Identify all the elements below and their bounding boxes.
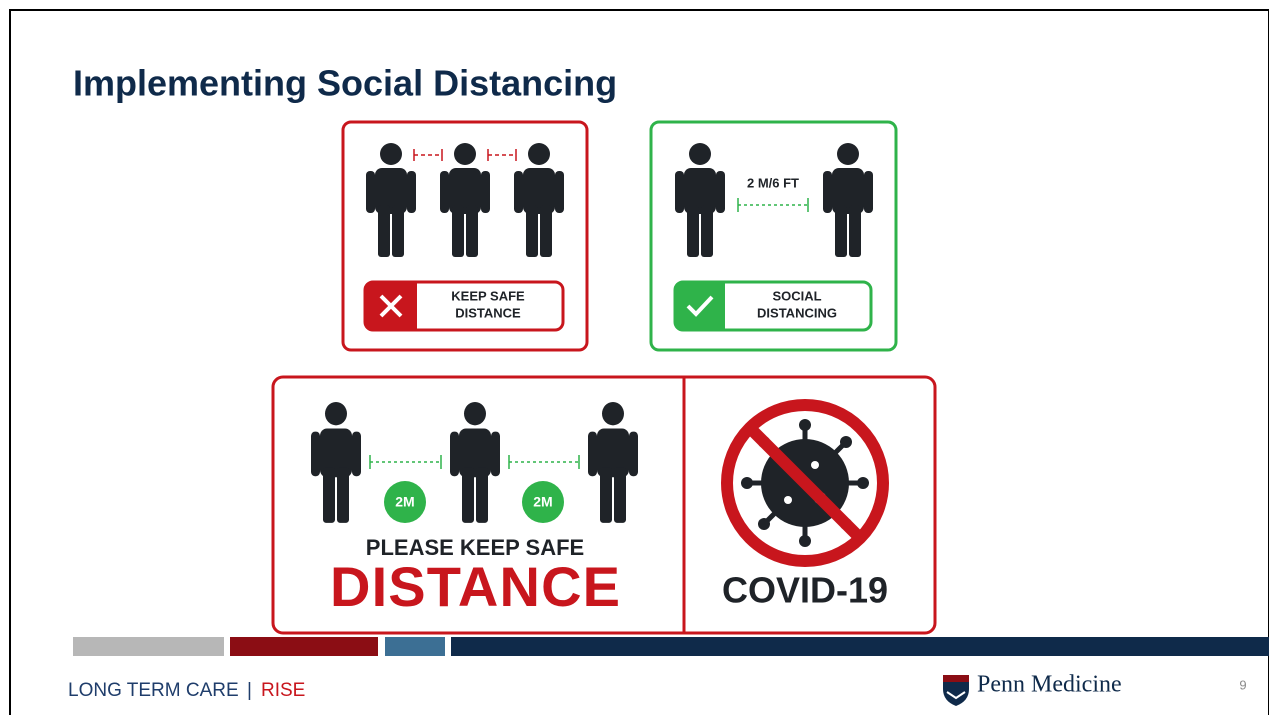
- footer-program: LONG TERM CARE: [68, 680, 239, 701]
- badge-label: 2M: [533, 494, 552, 510]
- footer-org: Penn Medicine: [977, 672, 1122, 698]
- sign-label: KEEP SAFE: [451, 288, 525, 303]
- sign-label: DISTANCE: [455, 305, 521, 320]
- slide-title: Implementing Social Distancing: [73, 63, 617, 104]
- footer-bar: [451, 637, 1269, 656]
- page-number: 9: [1239, 677, 1246, 692]
- footer-bar: [73, 637, 224, 656]
- keep-safe-sign: KEEP SAFE DISTANCE: [343, 122, 587, 350]
- please-sign: 2M 2M PLEASE KEEP SAFE DISTANCE COVID-19: [273, 377, 935, 633]
- penn-shield: [943, 675, 969, 706]
- check-box: [675, 282, 725, 330]
- footer-separator: |: [247, 680, 252, 701]
- sign-label: DISTANCING: [757, 305, 837, 320]
- social-sign: 2 M/6 FT SOCIAL DISTANCING: [651, 122, 896, 350]
- page: {"header": {"title": "Implementing Socia…: [0, 0, 1269, 715]
- badge-label: 2M: [395, 494, 414, 510]
- sign-headline: DISTANCE: [330, 555, 620, 618]
- footer-bar: [230, 637, 378, 656]
- footer-bar: [385, 637, 445, 656]
- covid-label: COVID-19: [722, 570, 888, 611]
- footer-brand: RISE: [261, 680, 305, 701]
- covid-icon: [727, 405, 883, 561]
- distance-label: 2 M/6 FT: [747, 175, 799, 190]
- slide: Implementing Social Distancing KEEP SAFE…: [0, 0, 1269, 715]
- sign-label: SOCIAL: [772, 288, 821, 303]
